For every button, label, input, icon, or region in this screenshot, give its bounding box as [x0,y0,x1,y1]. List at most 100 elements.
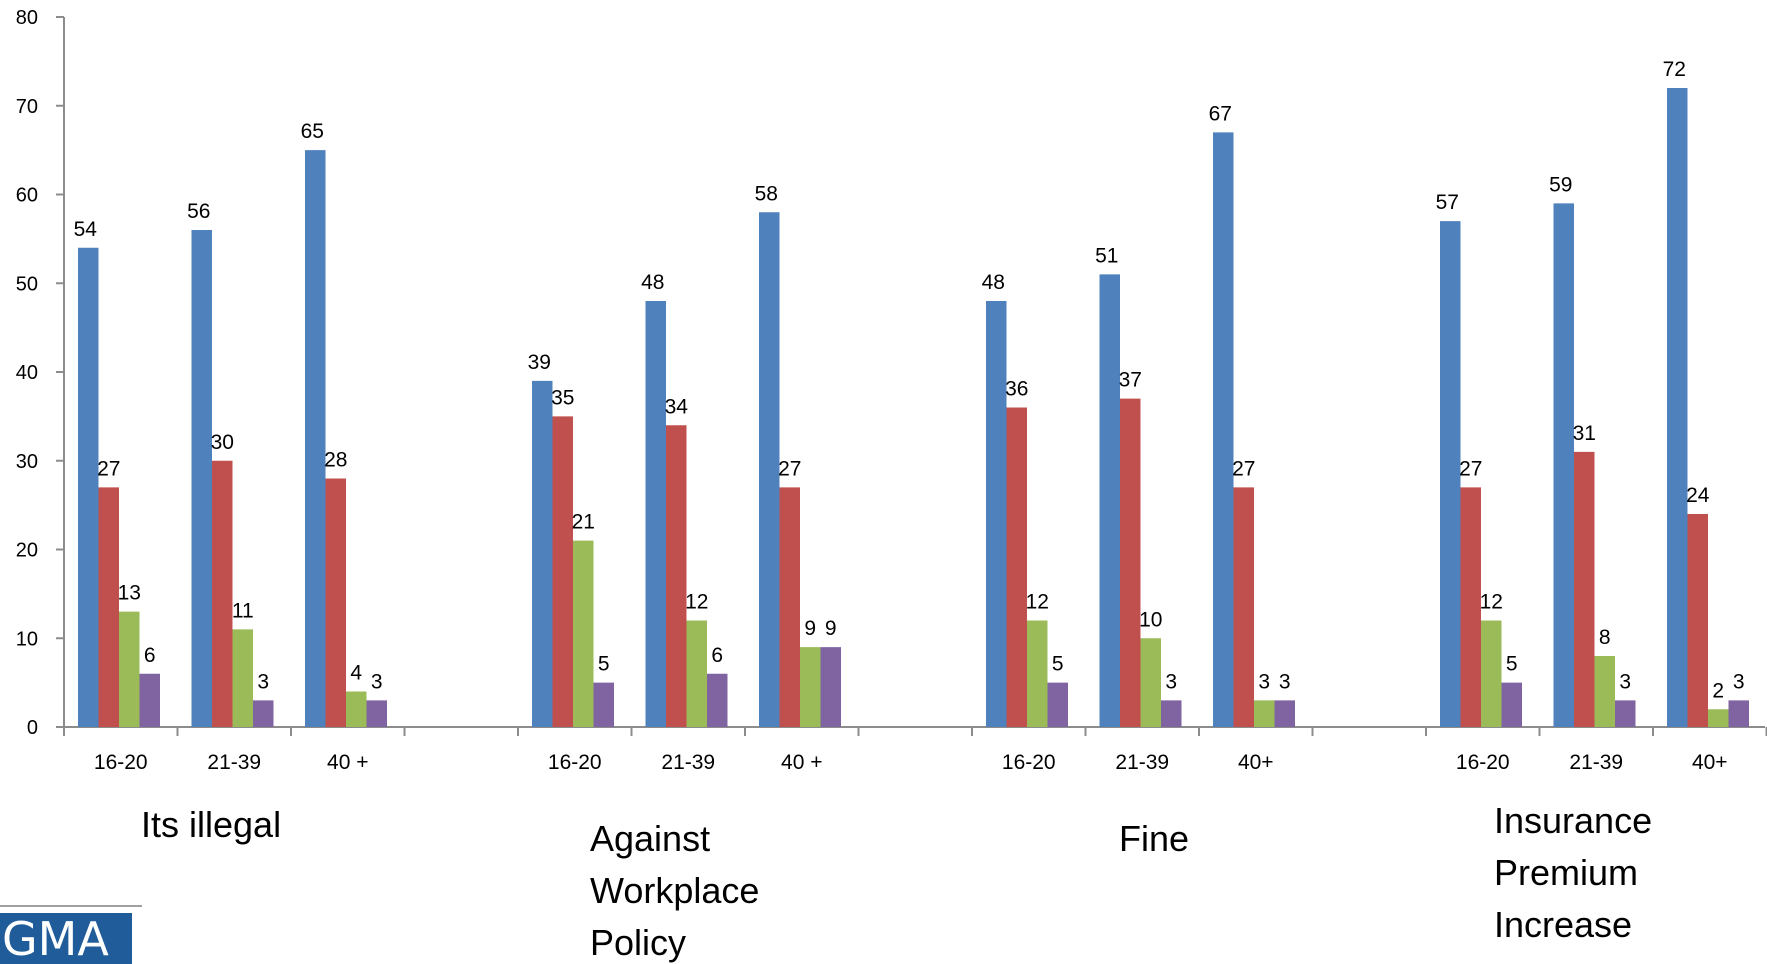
bar [707,673,728,727]
bar [1161,700,1182,727]
bar [1501,682,1522,727]
bar [986,301,1007,727]
bar [232,629,253,727]
data-label: 27 [778,457,801,480]
bar [1274,700,1295,727]
data-label: 67 [1209,102,1232,125]
bar [1460,487,1481,727]
y-axis: 0 10 20 30 40 50 60 70 80 [16,7,65,739]
group-label: Against [590,818,710,859]
bar [1027,620,1048,727]
data-label: 59 [1549,173,1572,196]
group-label: Insurance [1494,800,1652,841]
group-label: Workplace [590,870,759,911]
bar [212,460,233,727]
data-label: 3 [257,670,269,693]
bar [1140,638,1161,727]
bar [1440,221,1461,727]
bar [98,487,119,727]
category-label: 16-20 [1002,751,1056,774]
bar [305,150,326,727]
data-label: 65 [301,120,324,143]
bar [119,611,140,727]
bar [1120,398,1141,727]
data-label: 3 [1619,670,1631,693]
data-label: 10 [1139,608,1162,631]
data-label: 3 [1733,670,1745,693]
data-label: 37 [1119,369,1142,392]
bar [552,416,573,727]
data-label: 24 [1686,484,1710,507]
bar [645,301,666,727]
data-label: 5 [1506,653,1518,676]
group-label: Policy [590,922,686,963]
data-label: 35 [551,386,574,409]
y-tick-label: 30 [16,451,38,473]
data-label: 5 [1052,653,1064,676]
bar [573,540,594,727]
data-label: 3 [1258,670,1270,693]
data-label: 6 [711,644,723,667]
bar [759,212,780,727]
y-tick-label: 50 [16,273,38,295]
category-label: 16-20 [1456,751,1510,774]
bar [366,700,387,727]
category-labels: 16-20 21-39 40 + 16-20 21-39 40 + 16-20 21-39 40… [94,751,1728,774]
logo-box [0,913,132,964]
data-label: 27 [1459,457,1482,480]
bar [78,247,99,727]
data-label: 21 [572,511,595,534]
data-label: 4 [350,662,362,685]
data-label: 5 [598,653,610,676]
bar [1594,656,1615,727]
data-label: 3 [371,670,383,693]
data-label: 8 [1599,626,1611,649]
category-label: 21-39 [1569,751,1623,774]
bar [139,673,160,727]
category-label: 40+ [1238,751,1274,774]
data-label: 30 [211,431,234,454]
gma-logo: GMA [0,905,142,964]
bar [346,691,367,727]
category-label: 40 + [327,751,368,774]
data-label: 51 [1095,244,1118,267]
bars [78,88,1749,727]
data-label: 58 [755,182,778,205]
data-label: 3 [1279,670,1291,693]
data-label: 6 [144,644,156,667]
data-label: 28 [324,449,347,472]
data-label: 11 [232,599,254,622]
group-label: Fine [1119,818,1189,859]
data-label: 27 [97,457,120,480]
bar [593,682,614,727]
bar [1553,203,1574,727]
data-label: 3 [1165,670,1177,693]
bar [686,620,707,727]
bar [1687,514,1708,727]
data-label: 27 [1232,457,1255,480]
data-label: 12 [1480,591,1503,614]
category-label: 21-39 [661,751,715,774]
bar [1615,700,1636,727]
data-label: 2 [1712,679,1724,702]
data-label: 36 [1005,378,1028,401]
group-label: Its illegal [141,804,281,845]
category-label: 21-39 [207,751,261,774]
data-label: 9 [825,617,837,640]
data-label: 56 [187,200,210,223]
data-label: 12 [1026,591,1049,614]
bar [191,230,212,727]
bar [1574,451,1595,727]
bar [1099,274,1120,727]
bar [666,425,687,727]
logo-text: GMA [2,912,109,964]
data-label: 54 [74,218,98,241]
bar [1728,700,1749,727]
y-tick-label: 80 [16,7,38,29]
y-tick-label: 10 [16,628,38,650]
data-label: 34 [665,395,689,418]
category-label: 40+ [1692,751,1728,774]
bar [253,700,274,727]
bar [800,647,821,727]
